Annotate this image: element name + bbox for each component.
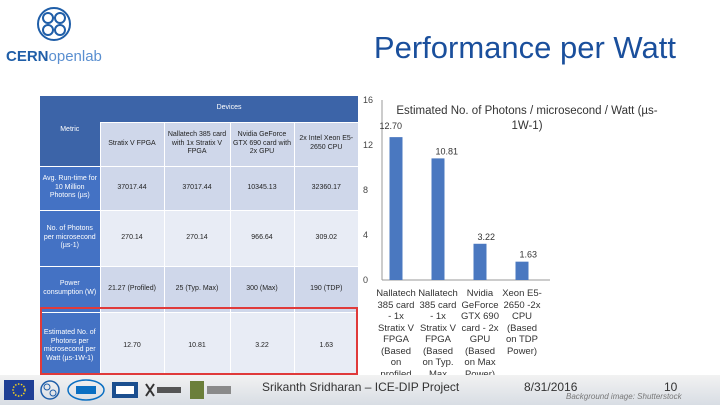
metric-label: Avg. Run-time for 10 Million Photons (µs… xyxy=(40,165,100,210)
logo-bold: CERN xyxy=(6,48,49,65)
y-tick-label: 16 xyxy=(363,95,373,105)
x-category-label-line: on Typ. xyxy=(422,357,454,368)
x-category-label-line: on TDP xyxy=(505,334,539,345)
bar-2 xyxy=(431,158,445,280)
table-cell: 10.81 xyxy=(163,311,230,380)
chart-title: Estimated No. of Photons / microsecond /… xyxy=(396,105,658,132)
x-category-label-line: (Based xyxy=(506,322,538,334)
xena-logo xyxy=(145,383,181,397)
x-category-label-line: GTX 690 xyxy=(460,311,500,322)
y-tick-label: 8 xyxy=(363,185,368,195)
bar-data-label-1: 12.70 xyxy=(380,121,403,131)
highlight-box xyxy=(40,307,358,375)
table-row: Power consumption (W) 21.27 (Profiled) 25 … xyxy=(40,265,359,312)
eu-flag-icon xyxy=(4,380,34,400)
x-category-label-line: Nallatech xyxy=(418,288,458,299)
table-cell: 1.63 xyxy=(293,311,359,380)
bar-data-label-4: 1.63 xyxy=(520,250,538,260)
x-category-label-line: - 1x xyxy=(388,311,404,322)
device-header-2: Nallatech 385 card with 1x Stratix V FPG… xyxy=(163,121,230,166)
bar-3 xyxy=(473,243,487,280)
metrics-table: Metric Devices Stratix V FPGA Nallatech 3… xyxy=(40,96,359,380)
table-cell: 12.70 xyxy=(99,311,164,380)
x-category-label-4: Xeon E5- 2650 -2x CPU (Based on TDP Power) xyxy=(501,288,543,357)
footer-author: Srikanth Sridharan – ICE-DIP Project xyxy=(262,380,460,394)
intel-logo xyxy=(67,379,105,401)
bar-4 xyxy=(515,261,529,280)
footer-logos xyxy=(4,378,234,402)
x-category-label-line: FPGA xyxy=(383,334,409,345)
footer-page-number: 10 xyxy=(664,380,678,394)
x-category-label-line: card - 2x xyxy=(461,322,499,334)
nui-maynooth-logo xyxy=(190,381,231,399)
x-category-label-line: GPU xyxy=(469,334,491,345)
x-category-label-line: (Based xyxy=(380,345,412,357)
device-header-4: 2x Intel Xeon E5-2650 CPU xyxy=(293,121,359,166)
table-row: No. of Photons per microsecond (µs-1) 270… xyxy=(40,209,359,266)
footer-credit: Background image: Shutterstock xyxy=(566,392,682,401)
bar-1 xyxy=(389,137,403,280)
cern-logo xyxy=(40,380,60,400)
cern-openlab-logo: CERNopenlab xyxy=(6,48,102,65)
metric-header: Metric xyxy=(40,96,100,167)
table-row: Avg. Run-time for 10 Million Photons (µs… xyxy=(40,165,359,210)
x-category-label-line: Nvidia xyxy=(466,288,494,299)
devices-header: Devices xyxy=(100,96,359,122)
x-category-label-line: (Based xyxy=(464,345,496,357)
bar-data-label-2: 10.81 xyxy=(436,146,459,156)
table-cell: 966.64 xyxy=(229,209,294,266)
table-cell: 190 (TDP) xyxy=(293,265,359,312)
table-cell: 37017.44 xyxy=(163,165,230,210)
x-category-label-line: 385 card xyxy=(377,299,415,311)
table-cell: 309.02 xyxy=(293,209,359,266)
x-category-label-line: Nallatech xyxy=(376,288,416,299)
y-tick-label: 0 xyxy=(363,275,368,285)
table-cell: 32360.17 xyxy=(293,165,359,210)
bar-chart: 0 4 8 12 16 12.70 10.81 3.22 1.63 xyxy=(363,95,550,285)
x-category-label-line: profiled xyxy=(380,368,412,380)
table-cell: 270.14 xyxy=(99,209,164,266)
x-category-label-line: Stratix V xyxy=(378,322,414,334)
table-cell: 300 (Max) xyxy=(229,265,294,312)
x-category-label-line: Max xyxy=(429,368,447,380)
device-header-3: Nvidia GeForce GTX 690 card with 2x GPU xyxy=(229,121,294,166)
x-category-label-line: on Max xyxy=(464,357,496,368)
footer-date: 8/31/2016 xyxy=(524,380,578,394)
y-tick-label: 12 xyxy=(363,140,373,150)
x-category-label-line: Power) xyxy=(464,368,496,380)
table-cell: 10345.13 xyxy=(229,165,294,210)
x-category-label-line: - 1x xyxy=(430,311,446,322)
x-category-label-line: Power) xyxy=(506,345,538,357)
logo-light: openlab xyxy=(48,48,102,65)
x-category-label-line: Xeon E5- xyxy=(502,288,542,299)
table-cell: 37017.44 xyxy=(99,165,164,210)
metric-label: No. of Photons per microsecond (µs-1) xyxy=(40,209,100,266)
dcu-logo xyxy=(112,382,138,398)
x-category-label-3: Nvidia GeForce GTX 690 card - 2x GPU (Based on… xyxy=(459,288,501,380)
y-tick-label: 4 xyxy=(363,230,368,240)
x-category-label-line: on xyxy=(390,357,402,368)
x-category-label-line: FPGA xyxy=(425,334,451,345)
table-cell: 21.27 (Profiled) xyxy=(99,265,164,312)
x-category-label-line: CPU xyxy=(511,311,533,322)
bar-data-label-3: 3.22 xyxy=(478,232,496,242)
table-row: Estimated No. of Photons per microsecond… xyxy=(40,311,359,380)
table-cell: 25 (Typ. Max) xyxy=(163,265,230,312)
x-category-label-line: (Based xyxy=(422,345,454,357)
table-cell: 3.22 xyxy=(229,311,294,380)
x-category-label-line: 385 card xyxy=(419,299,457,311)
metric-label: Estimated No. of Photons per microsecond… xyxy=(40,311,100,380)
x-category-label-line: Stratix V xyxy=(420,322,456,334)
x-category-label-line: 2650 -2x xyxy=(503,299,541,311)
metric-label: Power consumption (W) xyxy=(40,265,100,312)
x-category-label-line: GeForce xyxy=(461,299,499,311)
device-header-1: Stratix V FPGA xyxy=(99,121,164,166)
cern-emblem-icon xyxy=(36,6,72,42)
slide-title: Performance per Watt xyxy=(373,30,676,65)
table-cell: 270.14 xyxy=(163,209,230,266)
